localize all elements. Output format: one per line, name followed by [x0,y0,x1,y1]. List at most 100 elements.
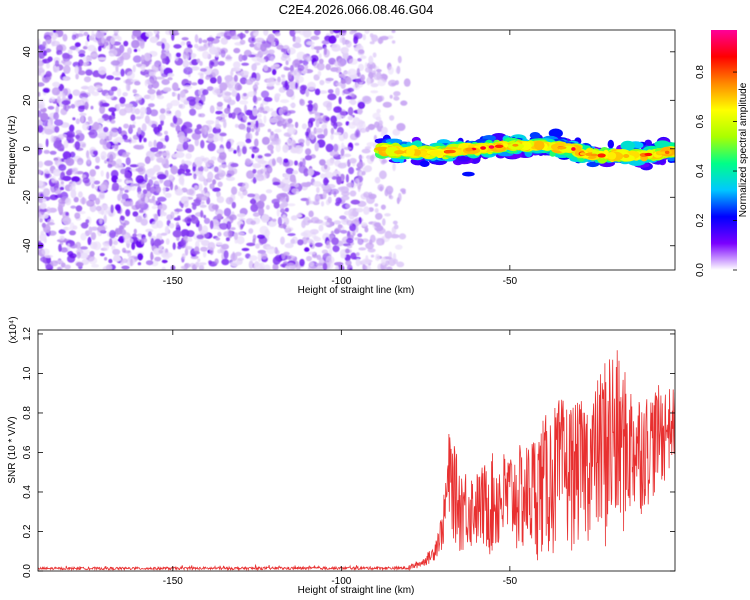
noise-blob [346,245,353,249]
snr-plot-area [38,350,675,571]
noise-blob [161,259,168,264]
noise-blob [223,250,229,259]
noise-blob [257,113,262,118]
noise-blob [331,43,341,52]
noise-blob [113,254,121,261]
noise-blob [79,92,89,100]
noise-blob [218,164,228,168]
signal-blob [620,140,636,151]
noise-blob [55,105,59,115]
noise-blob [261,214,270,223]
noise-blob [346,182,354,188]
noise-blob [76,251,81,259]
noise-blob [212,187,221,192]
noise-blob [384,213,391,217]
noise-blob [328,57,336,65]
noise-blob [287,118,293,124]
noise-blob [171,92,178,97]
noise-blob [156,157,164,163]
noise-blob [321,124,328,129]
noise-blob [180,229,190,238]
noise-blob [135,167,144,172]
noise-blob [363,265,367,270]
noise-blob [246,242,256,247]
noise-blob [328,192,332,196]
noise-blob [340,73,345,78]
noise-blob [286,138,293,146]
noise-blob [217,167,222,173]
noise-blob [340,79,346,84]
noise-blob [221,243,230,250]
noise-blob [386,266,393,270]
noise-blob [181,37,189,41]
noise-blob [325,63,331,71]
noise-blob [201,190,206,195]
noise-blob [347,68,357,78]
noise-blob [316,186,320,194]
noise-blob [84,101,89,111]
noise-blob [185,208,192,214]
noise-blob [284,80,288,87]
noise-blob [97,117,105,124]
noise-blob [192,203,197,210]
noise-blob [153,139,157,148]
noise-blob [318,224,324,232]
noise-blob [280,99,290,104]
noise-blob [59,235,65,241]
noise-blob [42,213,49,219]
noise-blob [228,112,233,118]
noise-blob [335,201,340,206]
noise-blob [309,229,319,235]
noise-blob [281,201,286,207]
noise-blob [43,149,50,154]
noise-blob [38,183,44,187]
noise-blob [175,222,180,228]
noise-blob [384,230,393,239]
noise-blob [177,170,182,176]
noise-blob [52,34,57,41]
noise-blob [207,142,216,152]
noise-blob [397,55,402,64]
noise-blob [89,241,98,250]
noise-blob [306,255,312,262]
noise-blob [43,238,47,244]
noise-blob [323,177,329,186]
noise-blob [196,58,201,64]
noise-blob [332,30,341,34]
noise-blob [75,129,82,135]
noise-blob [289,103,297,107]
noise-blob [137,47,141,52]
noise-blob [52,169,61,177]
noise-blob [185,246,193,250]
noise-blob [74,99,84,108]
noise-blob [172,242,176,250]
noise-blob [50,135,55,143]
noise-blob [254,261,260,268]
noise-blob [141,237,148,243]
noise-blob [113,30,119,35]
noise-blob [325,143,334,153]
noise-blob [366,142,376,147]
noise-blob [305,198,310,206]
noise-blob [308,210,314,218]
noise-blob [257,234,266,240]
noise-blob [112,138,119,145]
noise-blob [285,194,289,203]
noise-blob [362,96,372,105]
noise-blob [209,105,215,114]
noise-blob [390,234,400,239]
noise-blob [257,200,265,209]
noise-blob [333,132,342,136]
noise-blob [275,81,281,86]
noise-blob [109,153,114,163]
noise-blob [366,76,371,86]
noise-blob [343,131,349,140]
noise-blob [355,258,361,267]
y-tick-label: 0.4 [22,485,33,499]
noise-blob [302,182,311,188]
noise-blob [307,100,313,104]
noise-blob [359,102,364,108]
noise-blob [259,193,267,202]
noise-blob [321,40,330,45]
noise-blob [146,182,151,192]
